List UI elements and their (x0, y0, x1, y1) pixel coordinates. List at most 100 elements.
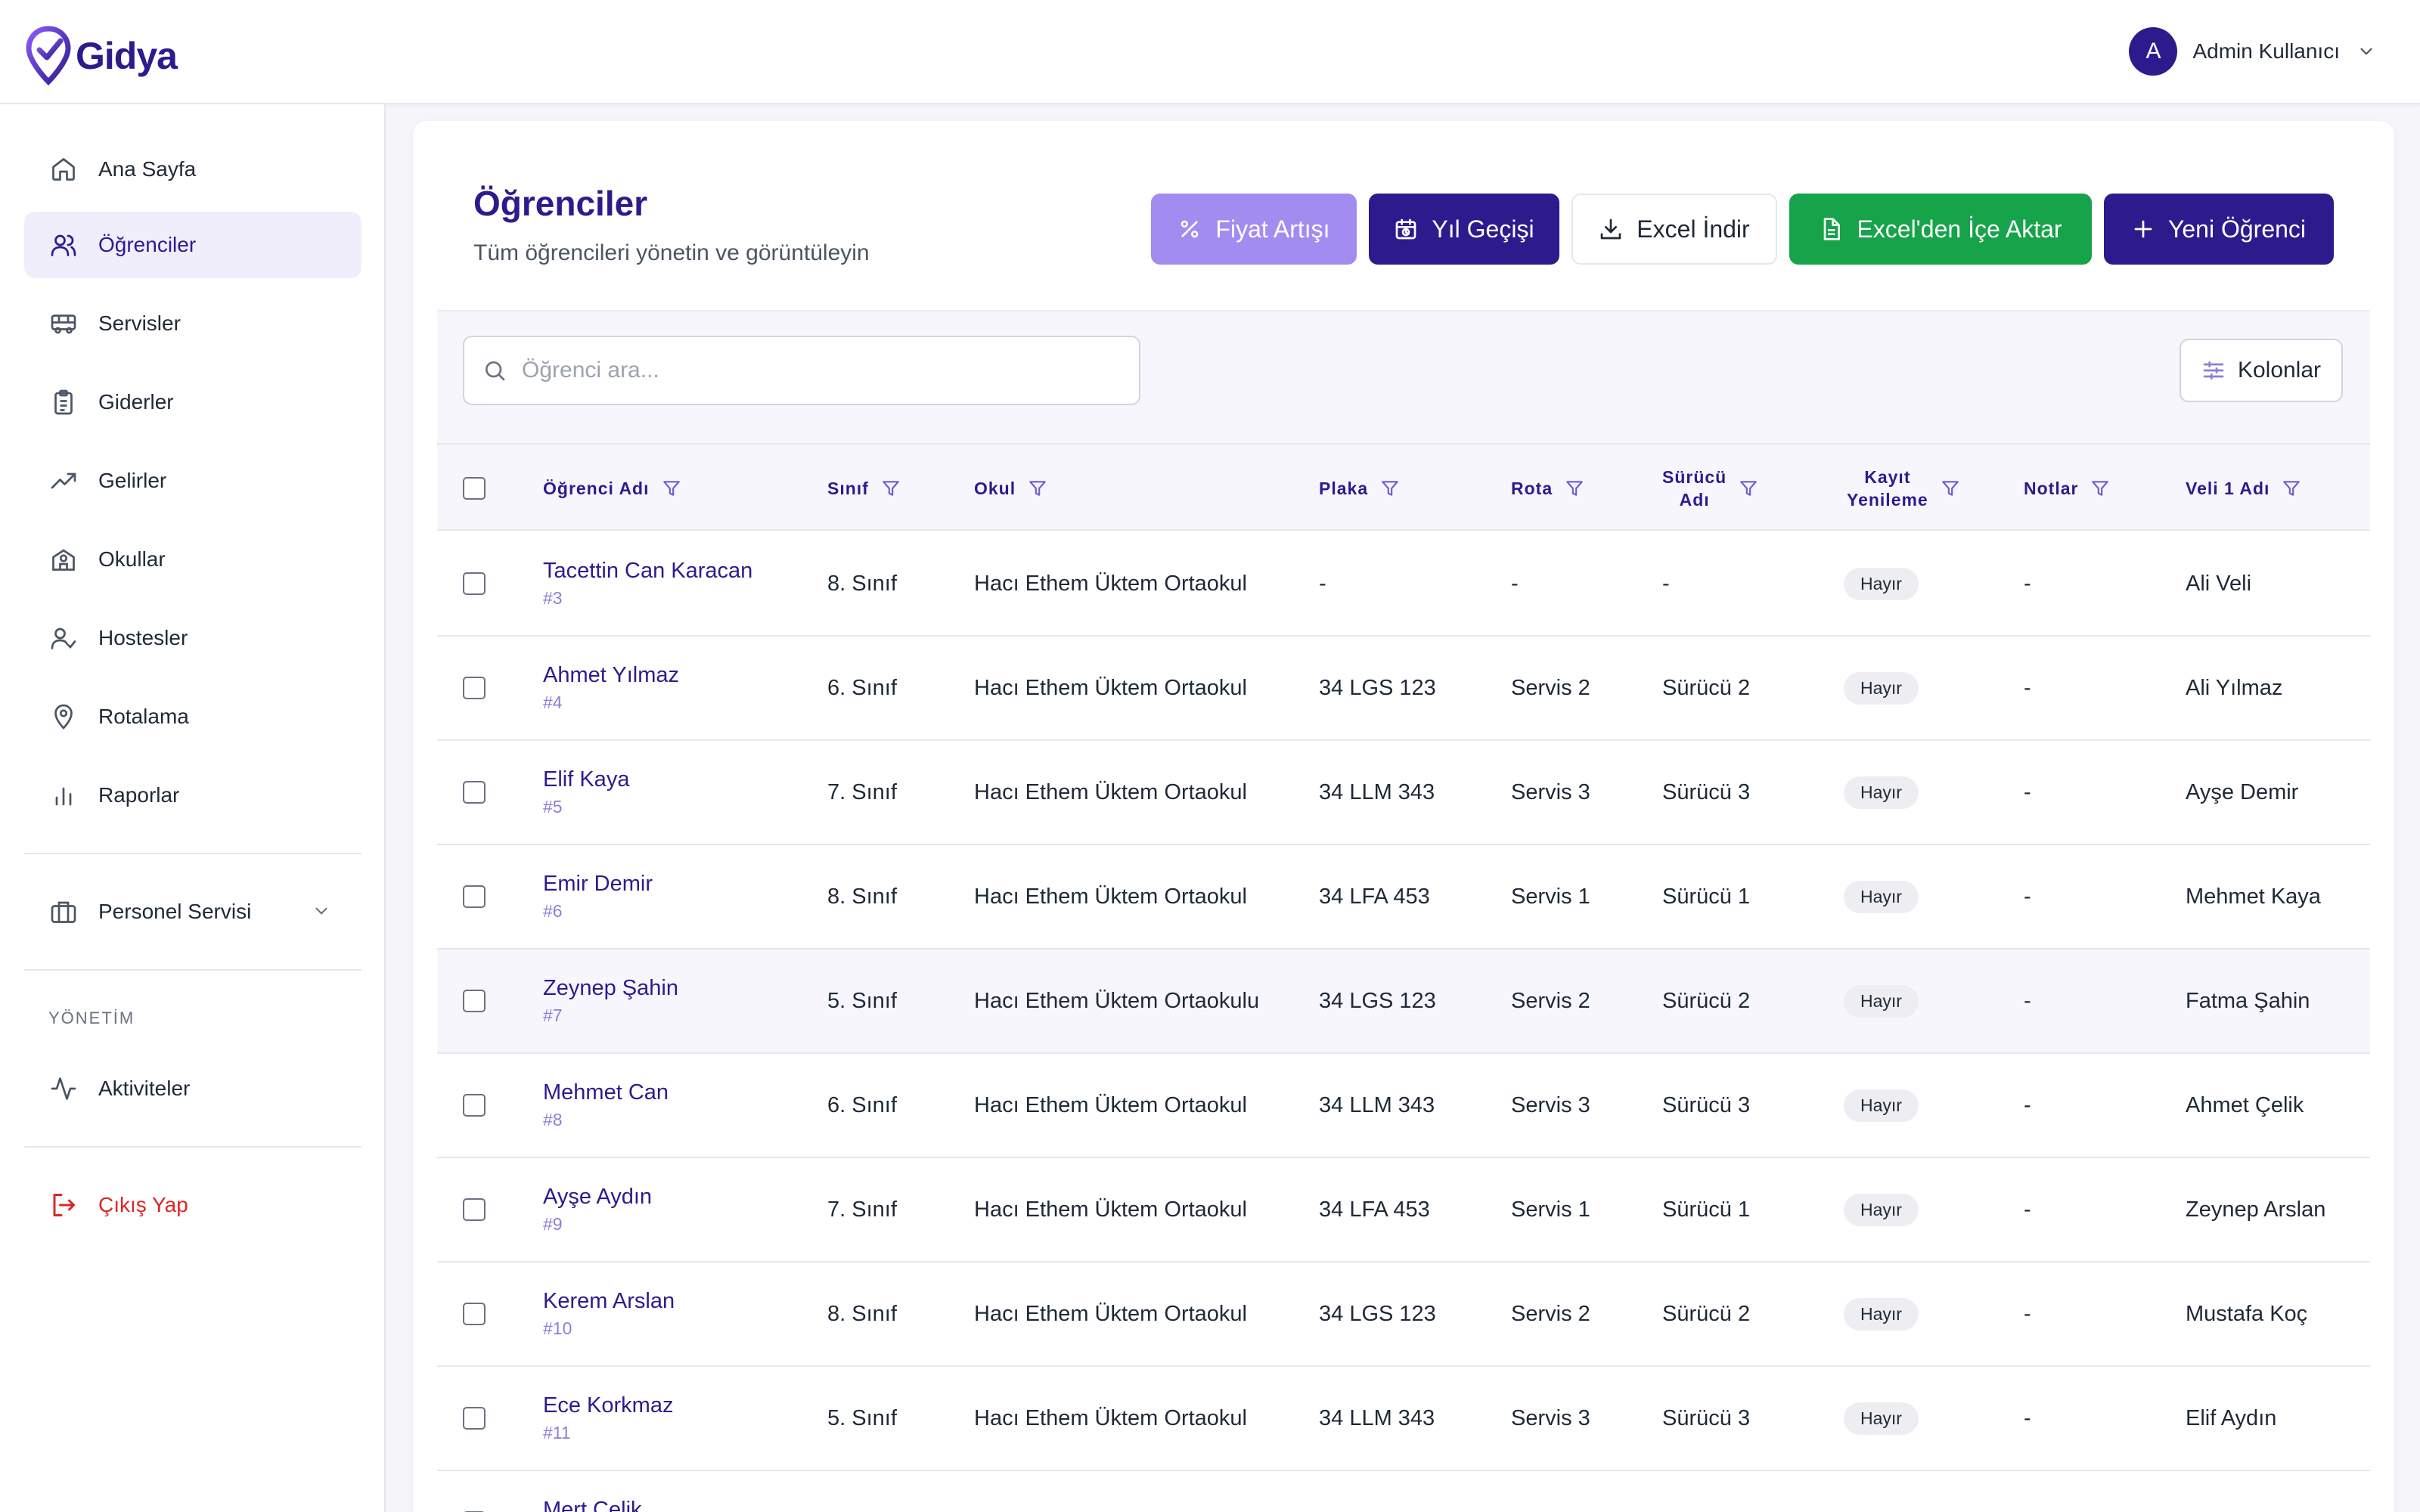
student-name[interactable]: Zeynep Şahin (543, 976, 678, 1000)
sidebar-item-ana-sayfa[interactable]: Ana Sayfa (24, 136, 361, 203)
row-checkbox[interactable] (463, 845, 486, 948)
sidebar-divider (24, 1146, 361, 1148)
cell-plaka: 34 LLM 343 (1319, 779, 1435, 804)
kolonlar-button[interactable]: Kolonlar (2180, 339, 2343, 402)
student-cell[interactable]: Zeynep Şahin #7 (543, 950, 678, 1052)
sidebar-item-raporlar[interactable]: Raporlar (24, 762, 361, 829)
table-row[interactable]: Ece Korkmaz #11 5. Sınıf Hacı Ethem Üktem O… (437, 1367, 2370, 1471)
file-spreadsheet-icon (1819, 217, 1843, 241)
col-header-sinif[interactable]: Sınıf (827, 445, 901, 532)
table-row[interactable]: Zeynep Şahin #7 5. Sınıf Hacı Ethem Üktem O… (437, 950, 2370, 1054)
sidebar-divider (24, 969, 361, 971)
row-checkbox[interactable] (463, 741, 486, 844)
filter-icon[interactable] (1028, 479, 1047, 498)
col-header-name[interactable]: Öğrenci Adı (543, 445, 681, 532)
row-checkbox[interactable] (463, 1054, 486, 1157)
cell-okul: Hacı Ethem Üktem Ortaokul (974, 571, 1247, 596)
app-logo[interactable]: Gidya (24, 26, 178, 86)
cell-rota: Servis 2 (1511, 988, 1590, 1013)
cell-kayit: Hayır (1844, 1367, 1919, 1470)
row-checkbox[interactable] (463, 637, 486, 739)
col-header-plaka[interactable]: Plaka (1319, 445, 1400, 532)
sidebar-item-personel-servisi[interactable]: Personel Servisi (24, 878, 361, 945)
sidebar-item-giderler[interactable]: Giderler (24, 369, 361, 435)
student-name[interactable]: Ece Korkmaz (543, 1393, 674, 1418)
table-row[interactable]: Ahmet Yılmaz #4 6. Sınıf Hacı Ethem Üktem O… (437, 637, 2370, 741)
percent-icon (1177, 217, 1202, 241)
col-header-kayit-yenileme[interactable]: Kayıt Yenileme (1847, 445, 1960, 532)
row-checkbox[interactable] (463, 950, 486, 1052)
filter-icon[interactable] (2282, 479, 2301, 498)
select-all-checkbox[interactable] (463, 445, 486, 532)
row-checkbox[interactable] (463, 1263, 486, 1365)
student-cell[interactable]: Mert Çelik#12 (543, 1471, 642, 1512)
table-row[interactable]: Elif Kaya #5 7. Sınıf Hacı Ethem Üktem Orta… (437, 741, 2370, 845)
student-name[interactable]: Kerem Arslan (543, 1289, 675, 1313)
sidebar-item-ogrenciler[interactable]: Öğrenciler (24, 212, 361, 278)
student-cell[interactable]: Kerem Arslan #10 (543, 1263, 675, 1365)
search-box[interactable] (463, 336, 1140, 405)
excel-import-button[interactable]: Excel'den İçe Aktar (1789, 194, 2092, 265)
filter-icon[interactable] (881, 479, 901, 498)
student-name[interactable]: Elif Kaya (543, 767, 630, 792)
filter-icon[interactable] (1380, 479, 1400, 498)
row-checkbox[interactable] (463, 532, 486, 635)
sidebar-item-okullar[interactable]: Okullar (24, 526, 361, 593)
user-menu[interactable]: A Admin Kullanıcı (2129, 26, 2376, 77)
row-checkbox[interactable] (463, 1471, 486, 1512)
filter-bar: Kolonlar (437, 310, 2370, 443)
row-checkbox[interactable] (463, 1367, 486, 1470)
student-name[interactable]: Ayşe Aydın (543, 1185, 653, 1209)
sidebar-item-label: Servisler (98, 311, 181, 335)
fiyat-artisi-button[interactable]: Fiyat Artışı (1151, 194, 1357, 265)
status-badge: Hayır (1844, 880, 1919, 913)
sidebar-item-label: Okullar (98, 547, 166, 571)
table-row[interactable]: Ayşe Aydın #9 7. Sınıf Hacı Ethem Üktem Ort… (437, 1158, 2370, 1263)
student-cell[interactable]: Emir Demir #6 (543, 845, 653, 948)
yeni-ogrenci-button[interactable]: Yeni Öğrenci (2104, 194, 2334, 265)
student-name[interactable]: Mert Çelik (543, 1498, 642, 1512)
student-cell[interactable]: Ahmet Yılmaz #4 (543, 637, 679, 739)
excel-indir-button[interactable]: Excel İndir (1571, 194, 1777, 265)
sidebar-item-servisler[interactable]: Servisler (24, 290, 361, 357)
filter-icon[interactable] (662, 479, 681, 498)
cell-okul: Hacı Ethem Üktem Ortaokul (974, 1405, 1247, 1430)
student-name[interactable]: Mehmet Can (543, 1080, 669, 1105)
col-header-surucu[interactable]: Sürücü Adı (1662, 445, 1758, 532)
student-cell[interactable]: Elif Kaya #5 (543, 741, 629, 844)
cell-surucu: Sürücü 1 (1662, 1197, 1751, 1222)
sidebar-item-hostesler[interactable]: Hostesler (24, 605, 361, 671)
student-cell[interactable]: Ayşe Aydın #9 (543, 1158, 652, 1261)
cell-surucu: Sürücü 2 (1662, 1301, 1751, 1326)
cell-veli: Mustafa Koç (2186, 1301, 2308, 1326)
cell-kayit: Hayır (1844, 1158, 1919, 1261)
row-checkbox[interactable] (463, 1158, 486, 1261)
yil-gecisi-button[interactable]: Yıl Geçişi (1369, 194, 1559, 265)
table-row[interactable]: Emir Demir #6 8. Sınıf Hacı Ethem Üktem Ort… (437, 845, 2370, 950)
sidebar-item-rotalama[interactable]: Rotalama (24, 683, 361, 750)
sidebar-item-gelirler[interactable]: Gelirler (24, 448, 361, 514)
table-row[interactable]: Mehmet Can #8 6. Sınıf Hacı Ethem Üktem Ort… (437, 1054, 2370, 1158)
student-cell[interactable]: Tacettin Can Karacan #3 (543, 532, 752, 635)
logout-button[interactable]: Çıkış Yap (24, 1172, 361, 1238)
logout-icon (48, 1190, 79, 1220)
sidebar-item-aktiviteler[interactable]: Aktiviteler (24, 1055, 361, 1122)
table-row[interactable]: Mert Çelik#12 (437, 1471, 2370, 1512)
table-row[interactable]: Tacettin Can Karacan #3 8. Sınıf Hacı Ethem… (437, 532, 2370, 637)
student-name[interactable]: Tacettin Can Karacan (543, 559, 753, 583)
col-header-notlar[interactable]: Notlar (2024, 445, 2110, 532)
col-header-veli[interactable]: Veli 1 Adı (2186, 445, 2301, 532)
filter-icon[interactable] (1739, 479, 1758, 498)
col-header-rota[interactable]: Rota (1511, 445, 1584, 532)
student-name[interactable]: Ahmet Yılmaz (543, 663, 679, 687)
filter-icon[interactable] (2090, 479, 2110, 498)
table-row[interactable]: Kerem Arslan #10 8. Sınıf Hacı Ethem Üktem … (437, 1263, 2370, 1367)
search-input[interactable] (522, 358, 1127, 383)
filter-icon[interactable] (1941, 479, 1960, 498)
col-header-okul[interactable]: Okul (974, 445, 1047, 532)
cell-veli: Zeynep Arslan (2186, 1197, 2326, 1222)
filter-icon[interactable] (1565, 479, 1584, 498)
student-name[interactable]: Emir Demir (543, 872, 653, 896)
student-cell[interactable]: Ece Korkmaz #11 (543, 1367, 673, 1470)
student-cell[interactable]: Mehmet Can #8 (543, 1054, 669, 1157)
